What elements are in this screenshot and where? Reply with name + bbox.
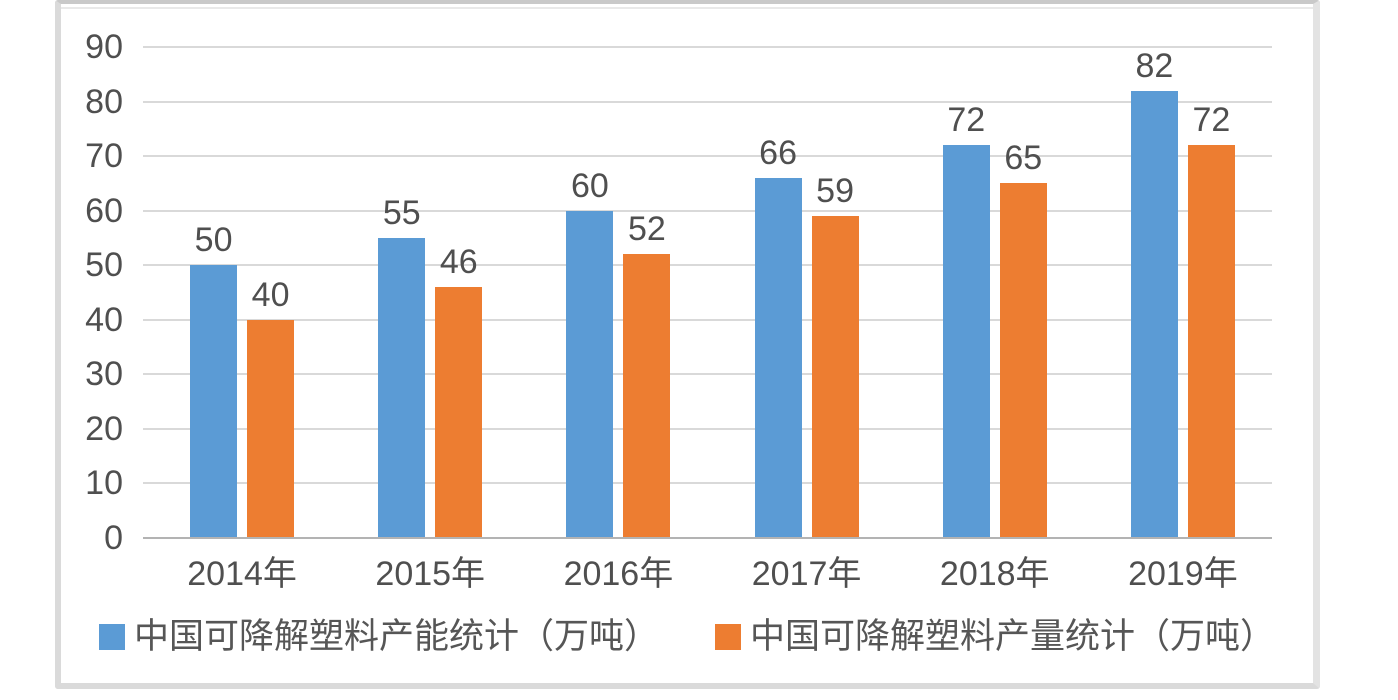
bar: 66 [754,135,802,538]
y-axis-tick-label: 50 [85,246,123,285]
bar-group: 82 72 [1130,47,1235,538]
y-axis-labels: 0 10 20 30 40 50 60 70 80 90 [61,4,123,683]
plot-area: 50 40 55 46 60 52 66 59 72 65 82 72 [143,46,1272,539]
bar-group: 50 40 [190,47,295,538]
y-axis-tick-label: 40 [85,300,123,339]
bar-value-label: 50 [194,221,233,260]
legend-item: 中国可降解塑料产量统计（万吨） [715,616,1275,658]
gridline [143,264,1272,267]
legend-label: 中国可降解塑料产量统计（万吨） [750,617,1276,656]
bar: 46 [435,244,483,538]
gridline [143,209,1272,212]
bar-group: 60 52 [566,47,671,538]
bar: 40 [247,277,295,538]
bar-group: 72 65 [942,47,1047,538]
gridline [143,155,1272,158]
bar: 55 [378,195,426,538]
x-axis-line [143,537,1272,539]
y-axis-tick-label: 90 [85,28,123,66]
y-axis-tick-label: 70 [85,137,123,176]
bar: 82 [1130,48,1178,538]
legend-swatch-icon [715,624,741,650]
y-axis-tick-label: 0 [104,519,123,557]
y-axis-tick-label: 80 [85,82,123,121]
bar-value-label: 82 [1135,46,1174,85]
bar-value-label: 66 [759,133,797,172]
chart-frame: 50 40 55 46 60 52 66 59 72 65 82 72 0 10 20 30 40 50 60 70… [55,0,1320,689]
bar-value-label: 52 [627,210,666,249]
x-axis-tick-label: 2017年 [751,555,862,593]
gridline [143,100,1272,103]
x-axis-tick-label: 2016年 [563,555,674,593]
x-axis-tick-label: 2014年 [187,555,297,593]
y-axis-tick-label: 60 [85,191,123,230]
gridline [143,46,1272,48]
bar: 65 [999,140,1047,538]
y-axis-tick-label: 10 [85,464,123,503]
bar-value-label: 59 [816,172,854,211]
gridline [143,427,1272,430]
bar-value-label: 72 [947,101,986,140]
legend: 中国可降解塑料产能统计（万吨） 中国可降解塑料产量统计（万吨） [61,616,1313,658]
bar-group: 55 46 [378,47,483,538]
gridline [143,318,1272,321]
bar: 59 [811,173,859,538]
x-axis-tick-label: 2019年 [1128,555,1238,593]
x-axis-tick-label: 2015年 [375,555,486,593]
bar: 60 [566,168,614,538]
bar-value-label: 60 [570,166,609,205]
y-axis-tick-label: 20 [85,409,123,448]
gridline [143,482,1272,485]
bar: 72 [942,102,990,538]
legend-item: 中国可降解塑料产能统计（万吨） [98,616,659,658]
legend-swatch-icon [98,624,125,650]
bar: 50 [190,222,238,538]
x-axis-tick-label: 2018年 [939,555,1050,593]
bar-group: 66 59 [754,47,859,538]
bar: 52 [623,211,671,538]
bar-value-label: 40 [251,275,290,314]
bar: 72 [1187,102,1235,538]
bar-value-label: 72 [1192,101,1231,140]
bar-value-label: 65 [1004,139,1043,178]
y-axis-tick-label: 30 [85,355,123,394]
gridline [143,373,1272,376]
x-axis-labels: 2014年 2015年 2016年 2017年 2018年 2019年 [143,554,1272,598]
bar-value-label: 55 [382,193,421,232]
legend-label: 中国可降解塑料产能统计（万吨） [133,617,659,656]
bar-value-label: 46 [439,243,478,282]
